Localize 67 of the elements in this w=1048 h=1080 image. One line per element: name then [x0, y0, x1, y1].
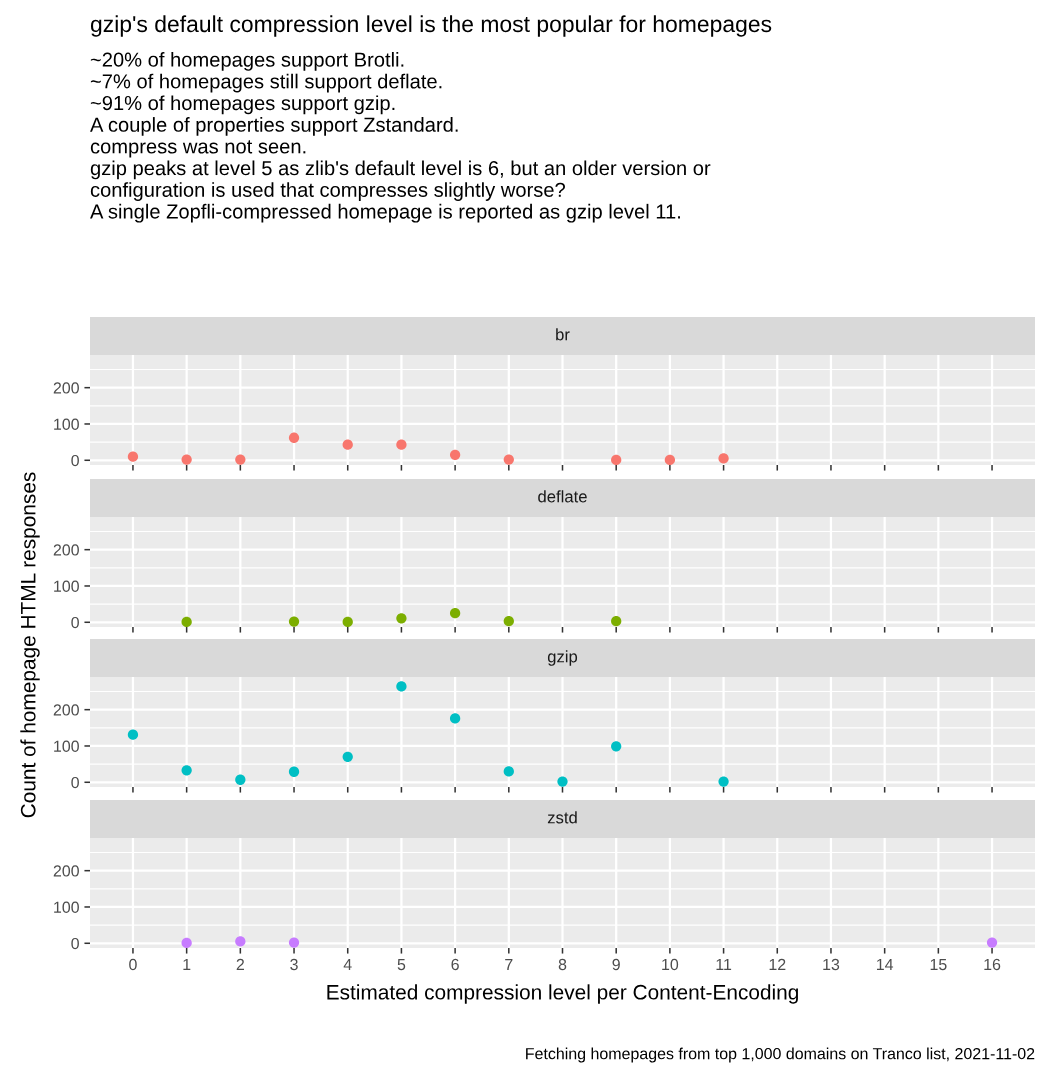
- point: [449, 713, 461, 724]
- point: [288, 432, 300, 443]
- y-tick-label: 200: [53, 544, 79, 556]
- point: [557, 776, 568, 787]
- point: [127, 451, 139, 462]
- point: [503, 454, 514, 465]
- x-tick-label: 10: [662, 958, 679, 971]
- point: [611, 741, 622, 752]
- point: [611, 454, 622, 465]
- point: [718, 776, 729, 787]
- x-axis-title: Estimated compression level per Content-Encoding: [327, 984, 798, 1004]
- x-tick-label: 9: [612, 958, 620, 971]
- legend-title: br: [556, 328, 570, 341]
- x-tick-label: 0: [129, 958, 137, 971]
- y-tick-label: 0: [71, 937, 79, 950]
- x-tick-label: 6: [451, 958, 459, 971]
- point: [396, 681, 407, 692]
- legend-title: gzip: [547, 650, 578, 666]
- y-axis-title: Count of homepage HTML responses: [20, 472, 40, 818]
- point: [235, 774, 246, 785]
- x-tick-label: 1: [183, 959, 191, 970]
- chart-subtitle: ~20% of homepages support Brotli. ~7% of homepages still support deflate. ~91% of homepages support gzip. A couple of properties support Zstandard. compress was not seen. gzip peaks at level 5 as zlib's default level is 6, but an older version or configuration is used that compresses slightly worse? A single Zopfli-compressed homepage is reported as gzip level 11.: [90, 52, 711, 223]
- point: [449, 449, 461, 460]
- point: [611, 616, 622, 627]
- x-tick-label: 16: [984, 958, 1001, 971]
- point: [127, 729, 139, 740]
- x-tick-label: 14: [876, 959, 894, 970]
- y-tick-label: 100: [54, 740, 79, 752]
- point: [342, 751, 353, 763]
- x-tick-label: 3: [290, 958, 298, 971]
- x-tick-label: 2: [236, 958, 244, 970]
- point: [718, 453, 729, 464]
- point: [181, 765, 192, 776]
- point: [396, 439, 407, 450]
- point: [181, 616, 192, 627]
- x-tick-label: 15: [930, 959, 947, 971]
- point: [503, 616, 514, 627]
- y-tick-label: 200: [53, 382, 79, 394]
- x-tick-label: 13: [823, 958, 840, 971]
- y-tick-label: 100: [54, 418, 79, 430]
- point: [288, 616, 300, 627]
- point: [396, 613, 407, 624]
- y-tick-label: 100: [54, 580, 79, 592]
- x-tick-label: 8: [558, 958, 567, 971]
- point: [342, 439, 353, 450]
- legend-title: deflate: [538, 490, 587, 503]
- chart-title: gzip's default compression level is the most popular for homepages: [90, 15, 772, 37]
- text: Fetching homepages from top 1,000 domains on Tranco list, 2021-11-02: [526, 1047, 1035, 1063]
- point: [181, 454, 192, 465]
- point: [288, 766, 300, 777]
- point: [235, 454, 246, 465]
- y-tick-label: 200: [53, 704, 79, 716]
- y-tick-label: 0: [71, 616, 79, 629]
- y-tick-label: 0: [71, 776, 79, 789]
- y-tick-label: 200: [53, 865, 79, 877]
- point: [664, 454, 676, 465]
- x-tick-label: 12: [769, 958, 786, 970]
- point: [342, 616, 353, 627]
- point: [503, 766, 514, 777]
- legend-title: zstd: [547, 811, 577, 824]
- x-tick-label: 7: [505, 959, 513, 970]
- x-tick-label: 4: [343, 959, 352, 970]
- point: [449, 608, 461, 619]
- x-tick-label: 5: [397, 959, 406, 971]
- y-tick-label: 100: [54, 901, 79, 913]
- y-tick-label: 0: [71, 454, 79, 467]
- x-tick-label: 11: [716, 959, 732, 970]
